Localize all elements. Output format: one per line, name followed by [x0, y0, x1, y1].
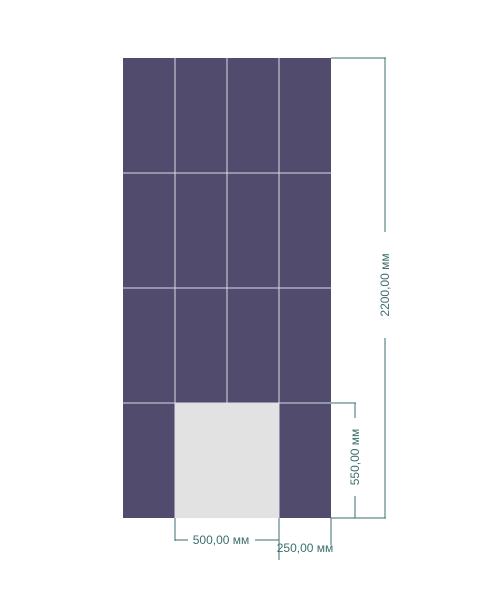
cutout-height-label: 550,00 мм	[348, 429, 362, 486]
cutout-width-label: 500,00 мм	[193, 533, 250, 547]
dimension-lines	[174, 57, 386, 560]
cutout-niche	[175, 403, 279, 518]
side-offset-label: 250,00 мм	[277, 541, 334, 555]
total-height-label: 2200,00 мм	[378, 253, 392, 316]
